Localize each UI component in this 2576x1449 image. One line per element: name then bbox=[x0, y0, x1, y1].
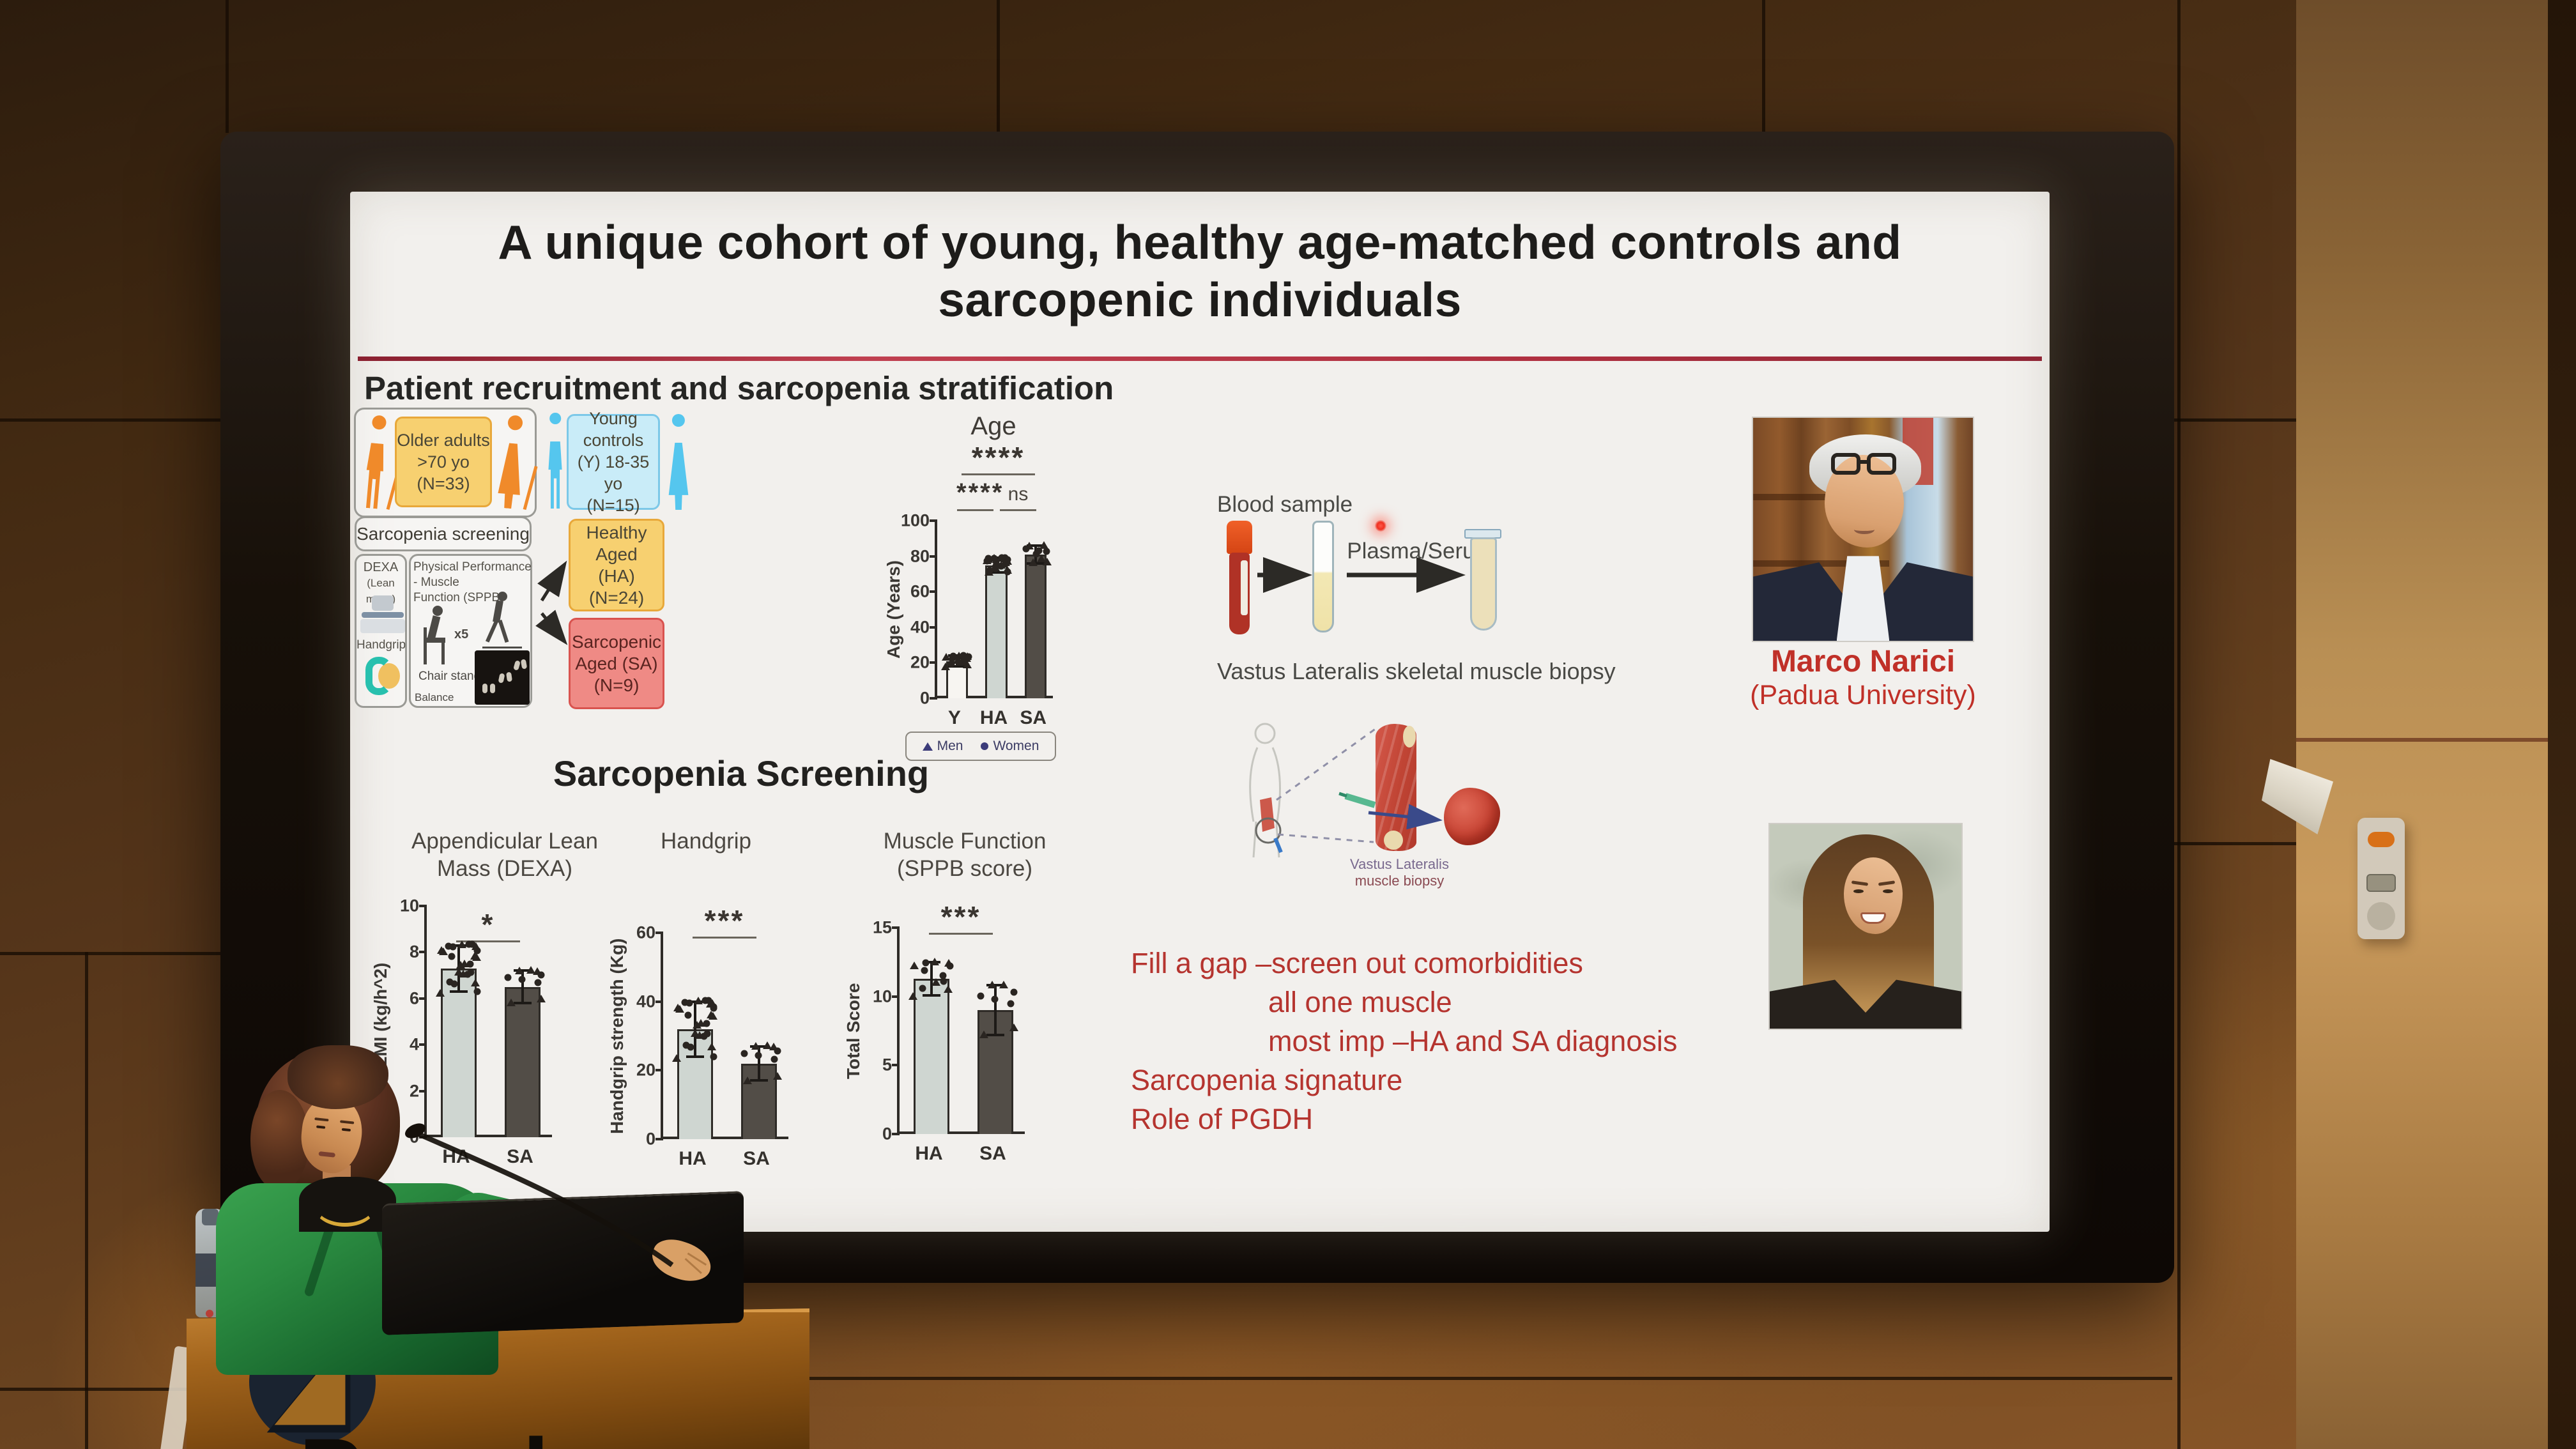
sppb-header: Muscle Function (SPPB score) bbox=[883, 829, 1046, 881]
significance-ha-sa: ns bbox=[1008, 484, 1029, 505]
plasma-tube-icon bbox=[1464, 529, 1501, 632]
dexa-scanner-icon bbox=[372, 595, 394, 611]
laser-pointer-dot bbox=[1375, 520, 1386, 532]
presenter-necklace bbox=[314, 1187, 376, 1227]
older-woman-icon bbox=[491, 414, 538, 510]
biopsy-small-caption1: Vastus Lateralis bbox=[1350, 856, 1449, 872]
narici-name: Marco Narici bbox=[1770, 645, 1956, 678]
researcher-photo bbox=[1768, 823, 1963, 1030]
young-woman-icon bbox=[663, 414, 694, 510]
red-note-4: Sarcopenia signature bbox=[1131, 1064, 1403, 1096]
healthy-aged-box: Healthy Aged (HA) (N=24) bbox=[569, 519, 664, 611]
gait-speed-icon bbox=[498, 592, 507, 601]
panel-seam bbox=[0, 418, 220, 422]
device-slot bbox=[2366, 874, 2396, 892]
young-controls-label: Young controls (Y) 18-35 yo (N=15) bbox=[567, 409, 660, 515]
older-adults-label: Older adults >70 yo (N=33) bbox=[395, 417, 492, 507]
blood-sample-label: Blood sample bbox=[1217, 492, 1353, 517]
device-button bbox=[2367, 902, 2395, 930]
presenter-hair-front bbox=[288, 1045, 388, 1109]
panel-seam bbox=[2177, 0, 2181, 1449]
men-marker-icon bbox=[922, 742, 933, 751]
panel-seam bbox=[1762, 0, 1765, 133]
wall-seam bbox=[2296, 738, 2549, 742]
chair-stand-icon bbox=[433, 606, 443, 616]
serum-tube-icon bbox=[1312, 521, 1334, 632]
device-indicator bbox=[2368, 832, 2395, 847]
screening-section-title: Sarcopenia Screening bbox=[553, 753, 930, 793]
chair-stand-label: Chair stand bbox=[418, 670, 481, 683]
podium-partial-letter: P bbox=[299, 1417, 363, 1449]
panel-seam bbox=[0, 952, 220, 955]
women-marker-icon bbox=[981, 742, 989, 750]
significance-y-sa: **** bbox=[971, 441, 1025, 474]
panel-seam bbox=[226, 0, 229, 133]
sppb-chart: *** Total Score 0 5 10 15 HA SA bbox=[843, 882, 1041, 1182]
sarcopenia-screening-box: Sarcopenia screening bbox=[355, 516, 532, 551]
panel-seam bbox=[809, 1377, 2172, 1380]
presenter-hair-side bbox=[250, 1090, 309, 1191]
young-man-icon bbox=[542, 413, 569, 509]
age-chart-title: Age bbox=[970, 412, 1016, 440]
almi-chart: * ALMI (kg/h^2) 0 2 4 6 8 10 HA SA bbox=[371, 882, 569, 1182]
presentation-slide: A unique cohort of young, healthy age-ma… bbox=[350, 192, 2050, 1232]
podium-partial-letter: l bbox=[523, 1417, 549, 1449]
slide-title-line2: sarcopenic individuals bbox=[938, 273, 1462, 326]
sarcopenic-aged-box: Sarcopenic Aged (SA) (N=9) bbox=[569, 618, 664, 709]
age-chart: Age **** **** ns Age (Years) 0 20 40 60 80 10… bbox=[884, 412, 1073, 770]
title-underline bbox=[358, 356, 2042, 361]
red-note-2: all one muscle bbox=[1268, 986, 1452, 1018]
balance-label: Balance bbox=[415, 691, 454, 703]
balance-icon bbox=[475, 650, 530, 705]
age-y-axis-label: Age (Years) bbox=[884, 560, 903, 659]
panel-seam bbox=[0, 1388, 187, 1391]
red-note-5: Role of PGDH bbox=[1131, 1103, 1314, 1135]
red-note-1: Fill a gap –screen out comorbidities bbox=[1131, 947, 1583, 979]
muscle-sample-icon bbox=[1444, 788, 1500, 845]
handgrip-chart: *** Handgrip strength (Kg) 0 20 40 60 HA SA bbox=[607, 882, 805, 1182]
narici-photo bbox=[1752, 417, 1974, 642]
panel-seam bbox=[2172, 842, 2296, 845]
almi-plot-area: 0 2 4 6 8 10 bbox=[400, 896, 552, 1147]
significance-y-ha: **** bbox=[956, 479, 1004, 507]
wall-panel-device bbox=[2358, 818, 2405, 939]
panel-seam bbox=[997, 0, 1000, 133]
almi-header: Appendicular Lean Mass (DEXA) bbox=[411, 829, 598, 881]
panel-seam bbox=[85, 952, 88, 1449]
dexa-box: DEXA(Lean mass) Handgrip bbox=[355, 554, 407, 708]
age-chart-legend: Men Women bbox=[905, 732, 1056, 761]
age-plot-area: 0 20 40 60 80 100 bbox=[901, 511, 1053, 708]
slide-title-line1: A unique cohort of young, healthy age-ma… bbox=[498, 215, 1902, 269]
panel-seam bbox=[2172, 418, 2296, 422]
sppb-box: Physical Performance - Muscle Function (S… bbox=[409, 554, 532, 708]
right-wall bbox=[2296, 0, 2549, 1449]
biopsy-small-caption2: muscle biopsy bbox=[1354, 873, 1445, 889]
section-heading: Patient recruitment and sarcopenia strat… bbox=[364, 370, 1114, 406]
reps-label: x5 bbox=[454, 627, 469, 641]
handgrip-plot-area: 0 20 40 60 bbox=[636, 923, 788, 1149]
right-wall-shadow bbox=[2548, 0, 2576, 1449]
biopsy-caption: Vastus Lateralis skeletal muscle biopsy bbox=[1217, 658, 1616, 684]
narici-affiliation: (Padua University) bbox=[1750, 680, 1976, 710]
handgrip-header: Handgrip bbox=[660, 829, 752, 854]
projection-screen: A unique cohort of young, healthy age-ma… bbox=[220, 132, 2174, 1283]
red-note-3: most imp –HA and SA diagnosis bbox=[1268, 1025, 1678, 1057]
blood-tube-icon bbox=[1224, 521, 1255, 639]
sppb-plot-area: 0 5 10 15 bbox=[873, 918, 1025, 1144]
